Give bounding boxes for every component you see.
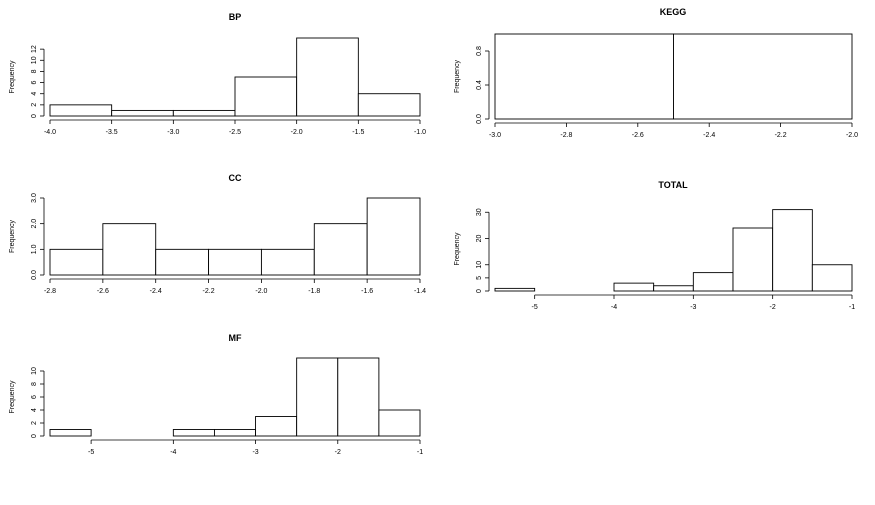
- bar: [653, 285, 694, 292]
- bar: [772, 209, 813, 292]
- y-axis-label: Frequency: [454, 232, 461, 266]
- x-tick-label: -4: [170, 449, 176, 456]
- y-tick-label: 0.4: [476, 80, 483, 90]
- y-tick-label: 0: [476, 289, 483, 293]
- y-tick-label: 2: [31, 103, 38, 107]
- y-axis-label: Frequency: [9, 380, 16, 414]
- bar: [357, 93, 421, 117]
- x-tick-label: -2.2: [203, 288, 215, 295]
- y-tick-label: 20: [476, 235, 483, 243]
- y-tick-label: 4: [31, 408, 38, 412]
- y-tick-label: 3.0: [31, 193, 38, 203]
- bar: [296, 37, 359, 117]
- x-tick-label: -3: [690, 304, 696, 311]
- x-tick-label: -3.5: [106, 129, 118, 136]
- bar: [366, 197, 421, 276]
- x-tick-label: -2.6: [632, 132, 644, 139]
- y-tick-label: 0: [31, 114, 38, 118]
- x-tick-label: -2.5: [229, 129, 241, 136]
- y-tick-label: 8: [31, 69, 38, 73]
- bar: [296, 357, 339, 437]
- x-tick-label: -5: [532, 304, 538, 311]
- y-tick-label: 5: [476, 276, 483, 280]
- y-tick-label: 4: [31, 92, 38, 96]
- bar: [494, 33, 674, 120]
- y-tick-label: 12: [31, 45, 38, 53]
- x-tick-label: -2.8: [44, 288, 56, 295]
- x-tick-label: -2.0: [291, 129, 303, 136]
- bar: [255, 416, 298, 437]
- bar: [811, 264, 853, 292]
- bar: [313, 223, 368, 276]
- x-tick-label: -2: [770, 304, 776, 311]
- x-tick-label: -5: [88, 449, 94, 456]
- x-tick-label: -3.0: [167, 129, 179, 136]
- y-tick-label: 2: [31, 421, 38, 425]
- y-tick-label: 0.8: [476, 46, 483, 56]
- bar: [208, 248, 262, 276]
- chart-title: TOTAL: [658, 180, 688, 190]
- x-tick-label: -1: [849, 304, 855, 311]
- y-tick-label: 10: [31, 56, 38, 64]
- chart-title: CC: [229, 173, 242, 183]
- x-tick-label: -2.0: [846, 132, 858, 139]
- x-tick-label: -1.6: [361, 288, 373, 295]
- bar: [613, 282, 655, 292]
- chart-title: MF: [229, 333, 242, 343]
- y-tick-label: 10: [476, 261, 483, 269]
- y-axis-label: Frequency: [9, 60, 16, 94]
- y-tick-label: 8: [31, 382, 38, 386]
- bar: [213, 429, 257, 437]
- x-tick-label: -2.0: [255, 288, 267, 295]
- x-tick-label: -1.4: [414, 288, 426, 295]
- bar: [494, 287, 536, 292]
- bar: [732, 227, 774, 292]
- x-tick-label: -2.6: [97, 288, 109, 295]
- y-axis-label: Frequency: [454, 59, 461, 93]
- y-tick-label: 6: [31, 81, 38, 85]
- x-tick-label: -1: [417, 449, 423, 456]
- y-tick-label: 0: [31, 434, 38, 438]
- y-tick-label: 1.0: [31, 244, 38, 254]
- x-tick-label: -1.0: [414, 129, 426, 136]
- x-tick-label: -3.0: [489, 132, 501, 139]
- y-tick-label: 0.0: [476, 114, 483, 124]
- x-tick-label: -3: [252, 449, 258, 456]
- y-axis-label: Frequency: [9, 219, 16, 253]
- x-tick-label: -1.8: [308, 288, 320, 295]
- bar: [172, 429, 215, 437]
- bar: [673, 33, 853, 120]
- bar: [49, 429, 92, 437]
- y-tick-label: 6: [31, 395, 38, 399]
- bar: [378, 409, 421, 437]
- x-tick-label: -2: [335, 449, 341, 456]
- bar: [102, 223, 157, 276]
- y-tick-label: 0.0: [31, 270, 38, 280]
- y-tick-label: 10: [31, 367, 38, 375]
- chart-title: KEGG: [660, 7, 687, 17]
- bar: [155, 248, 210, 276]
- bar: [111, 109, 174, 117]
- bar: [49, 104, 113, 117]
- bar: [692, 272, 734, 292]
- chart-title: BP: [229, 12, 242, 22]
- x-tick-label: -2.2: [775, 132, 787, 139]
- bar: [49, 248, 104, 276]
- x-tick-label: -4: [611, 304, 617, 311]
- x-tick-label: -2.4: [150, 288, 162, 295]
- x-tick-label: -2.8: [560, 132, 572, 139]
- x-tick-label: -4.0: [44, 129, 56, 136]
- bar: [260, 248, 315, 276]
- x-tick-label: -1.5: [352, 129, 364, 136]
- y-tick-label: 30: [476, 208, 483, 216]
- y-tick-label: 2.0: [31, 219, 38, 229]
- bar: [337, 357, 380, 437]
- bar: [172, 109, 236, 117]
- x-tick-label: -2.4: [703, 132, 715, 139]
- bar: [234, 76, 298, 117]
